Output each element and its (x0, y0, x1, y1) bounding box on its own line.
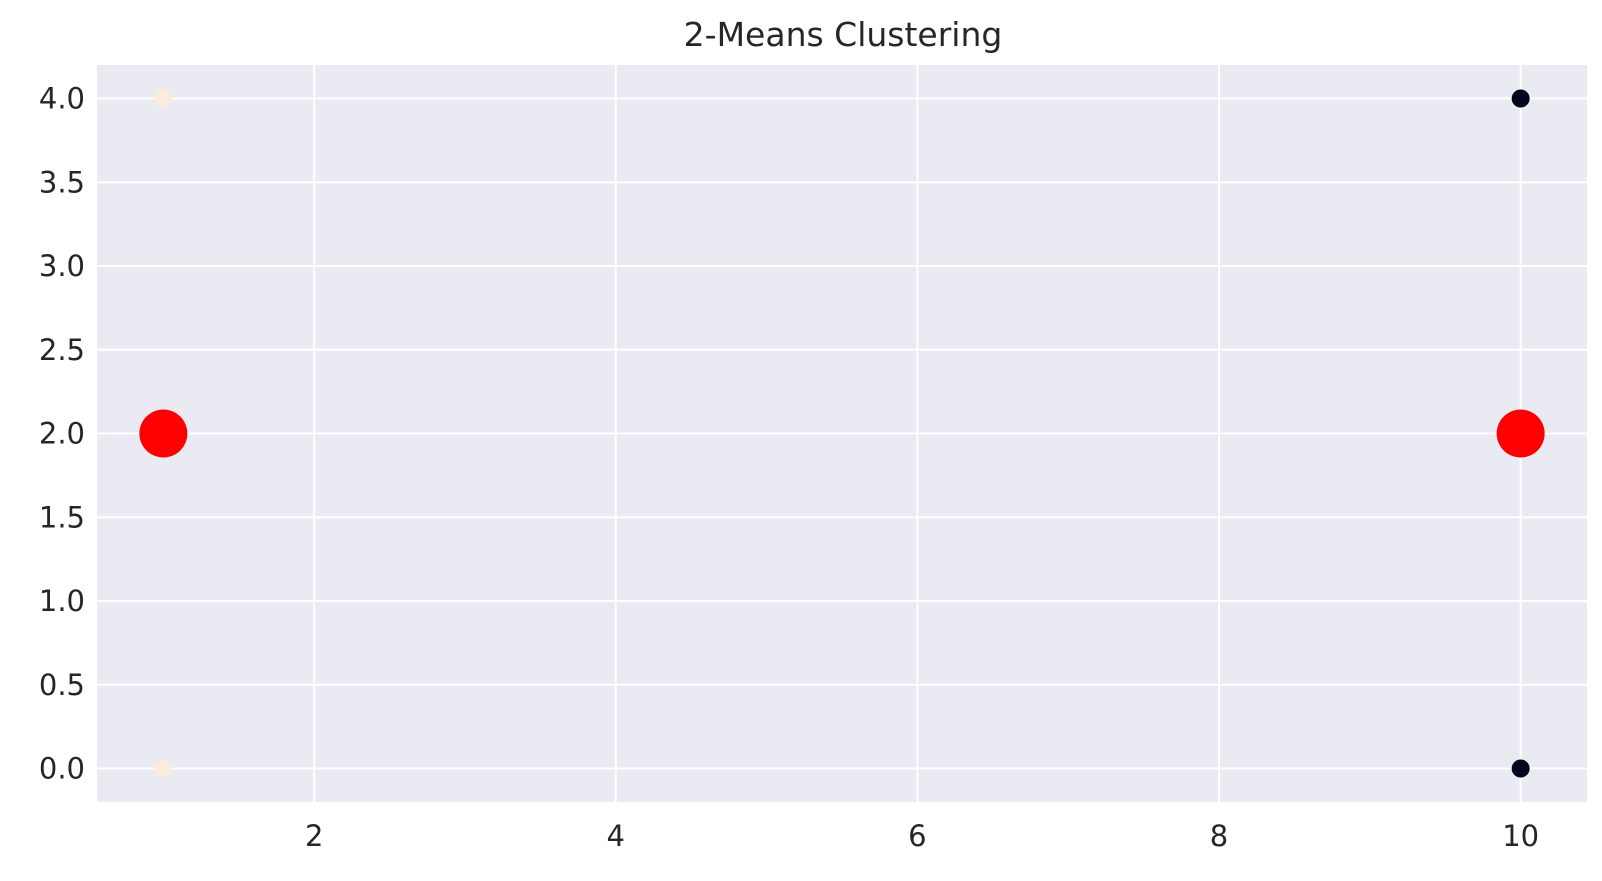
y-tick-label: 1.5 (39, 500, 85, 534)
data-point (154, 759, 173, 778)
centroid-point (1496, 409, 1545, 458)
x-tick-label: 2 (305, 819, 323, 853)
tick-labels: 2 4 6 8 10 0.0 0.5 1.0 1.5 2.0 2.5 3.0 3.5 4.0 (39, 82, 1539, 854)
x-tick-label: 10 (1502, 819, 1539, 853)
y-tick-label: 0.0 (39, 752, 85, 786)
centroid-point (139, 409, 188, 458)
y-tick-label: 4.0 (39, 82, 85, 116)
data-points (139, 89, 1545, 778)
x-tick-label: 8 (1210, 819, 1228, 853)
y-tick-label: 3.0 (39, 249, 85, 283)
data-point (1511, 89, 1530, 108)
data-point (154, 89, 173, 108)
y-tick-label: 0.5 (39, 668, 85, 702)
x-tick-label: 4 (607, 819, 625, 853)
data-point (1511, 759, 1530, 778)
grid-lines (97, 65, 1587, 802)
y-tick-label: 2.5 (39, 333, 85, 367)
chart-title: 2-Means Clustering (684, 15, 1003, 54)
y-tick-label: 2.0 (39, 417, 85, 451)
y-tick-label: 3.5 (39, 165, 85, 199)
y-tick-label: 1.0 (39, 584, 85, 618)
x-tick-label: 6 (908, 819, 926, 853)
